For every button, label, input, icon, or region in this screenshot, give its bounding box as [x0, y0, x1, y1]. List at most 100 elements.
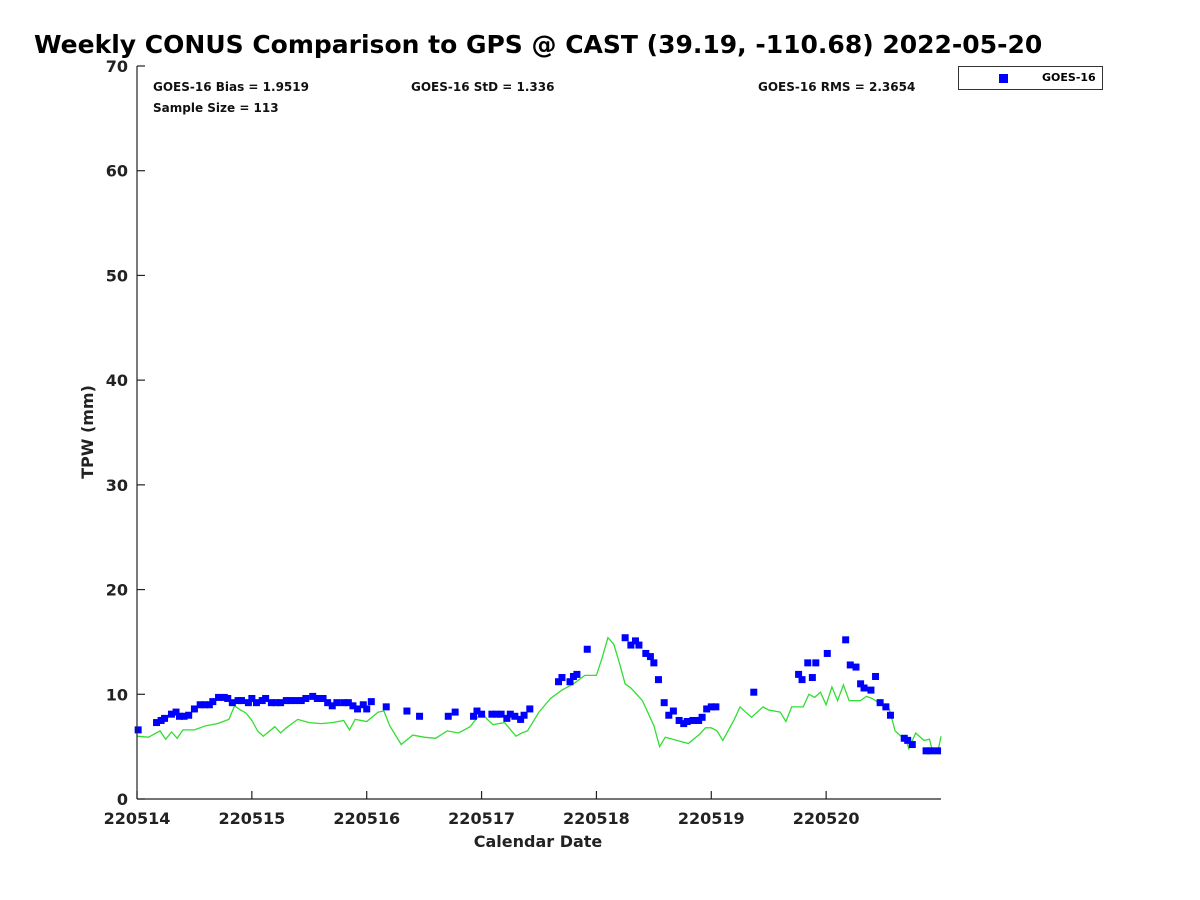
goes16-data-point: [172, 708, 180, 716]
goes16-data-point: [812, 659, 820, 667]
y-tick-label: 60: [106, 162, 128, 181]
goes16-data-point: [286, 697, 294, 705]
goes16-data-point: [277, 699, 285, 707]
goes16-data-point: [627, 641, 635, 649]
x-tick-label: 220514: [104, 809, 171, 828]
goes16-data-point: [248, 694, 256, 702]
goes16-data-point: [635, 641, 643, 649]
goes16-data-point: [795, 670, 803, 678]
goes16-data-point: [526, 705, 534, 713]
goes16-data-point: [675, 716, 683, 724]
goes16-data-point: [382, 703, 390, 711]
goes16-data-point: [646, 653, 654, 661]
goes16-data-point: [367, 698, 375, 706]
goes16-data-point: [451, 708, 459, 716]
goes16-data-point: [161, 714, 169, 722]
goes16-data-point: [846, 661, 854, 669]
goes16-data-point: [340, 699, 348, 707]
goes16-data-point: [196, 701, 204, 709]
y-tick-label: 30: [106, 476, 128, 495]
goes16-data-point: [349, 702, 357, 710]
goes16-data-point: [403, 707, 411, 715]
goes16-data-point: [566, 678, 574, 686]
goes16-data-point: [808, 674, 816, 682]
goes16-data-point: [493, 710, 501, 718]
sample-size-stat: Sample Size = 113: [153, 101, 279, 115]
goes16-data-point: [328, 702, 336, 710]
x-tick-label: 220517: [448, 809, 515, 828]
y-tick-label: 20: [106, 581, 128, 600]
y-tick-label: 0: [117, 790, 128, 809]
goes16-data-point: [228, 699, 236, 707]
goes16-data-point: [262, 694, 270, 702]
goes16-data-point: [555, 678, 563, 686]
x-axis-label: Calendar Date: [474, 832, 603, 851]
goes16-data-point: [416, 712, 424, 720]
x-tick-label: 220519: [678, 809, 745, 828]
goes16-data-point: [798, 676, 806, 684]
legend-marker-goes16: [999, 74, 1008, 83]
goes16-data-point: [134, 726, 142, 734]
goes16-data-point: [292, 697, 300, 705]
goes16-data-point: [224, 694, 232, 702]
goes16-data-point: [297, 697, 305, 705]
legend-label-goes16: GOES-16: [1042, 71, 1096, 84]
std-stat: GOES-16 StD = 1.336: [411, 80, 555, 94]
goes16-data-point: [309, 692, 317, 700]
goes16-data-point: [698, 713, 706, 721]
goes16-data-point: [272, 699, 280, 707]
goes16-data-point: [267, 699, 275, 707]
goes16-data-point: [175, 712, 183, 720]
goes16-data-point: [473, 707, 481, 715]
goes16-data-point: [503, 714, 511, 722]
y-tick-label: 50: [106, 266, 128, 285]
goes16-data-point: [654, 676, 662, 684]
goes16-data-point: [363, 705, 371, 713]
goes16-data-point: [319, 694, 327, 702]
gps-tpw-line: [136, 636, 942, 754]
goes16-data-point: [573, 670, 581, 678]
goes16-data-point: [488, 710, 496, 718]
goes16-data-point: [669, 707, 677, 715]
goes16-data-point: [201, 701, 209, 709]
goes16-data-point: [354, 705, 362, 713]
goes16-data-point: [517, 715, 525, 723]
goes16-data-point: [583, 645, 591, 653]
y-axis-label: TPW (mm): [78, 385, 97, 479]
goes16-data-point: [857, 680, 865, 688]
goes16-data-point: [823, 649, 831, 657]
goes16-data-point: [497, 710, 505, 718]
goes16-data-point: [215, 693, 223, 701]
goes16-data-point: [642, 649, 650, 657]
goes16-data-point: [470, 712, 478, 720]
goes16-data-point: [333, 699, 341, 707]
x-tick-label: 220518: [563, 809, 630, 828]
goes16-data-point: [712, 703, 720, 711]
goes16-data-point: [867, 686, 875, 694]
goes16-data-point: [167, 710, 175, 718]
goes16-data-point: [872, 672, 880, 680]
goes16-data-point: [506, 710, 514, 718]
goes16-data-point: [478, 710, 486, 718]
goes16-data-point: [209, 698, 217, 706]
goes16-data-point: [190, 705, 198, 713]
goes16-data-point: [882, 703, 890, 711]
goes16-data-point: [750, 688, 758, 696]
y-tick-label: 70: [106, 57, 128, 76]
x-tick-label: 220520: [793, 809, 860, 828]
goes16-data-point: [180, 712, 188, 720]
goes16-data-point: [842, 636, 850, 644]
legend: GOES-16: [958, 66, 1103, 90]
goes16-data-point: [908, 741, 916, 749]
goes16-data-point: [621, 634, 629, 642]
goes16-data-point: [665, 711, 673, 719]
goes16-data-point: [324, 699, 332, 707]
goes16-data-point: [520, 711, 528, 719]
goes16-data-point: [302, 694, 310, 702]
rms-stat: GOES-16 RMS = 2.3654: [758, 80, 916, 94]
goes16-data-point: [153, 719, 161, 727]
goes16-data-point: [904, 736, 912, 744]
goes16-data-point: [860, 684, 868, 692]
x-tick-label: 220515: [218, 809, 285, 828]
